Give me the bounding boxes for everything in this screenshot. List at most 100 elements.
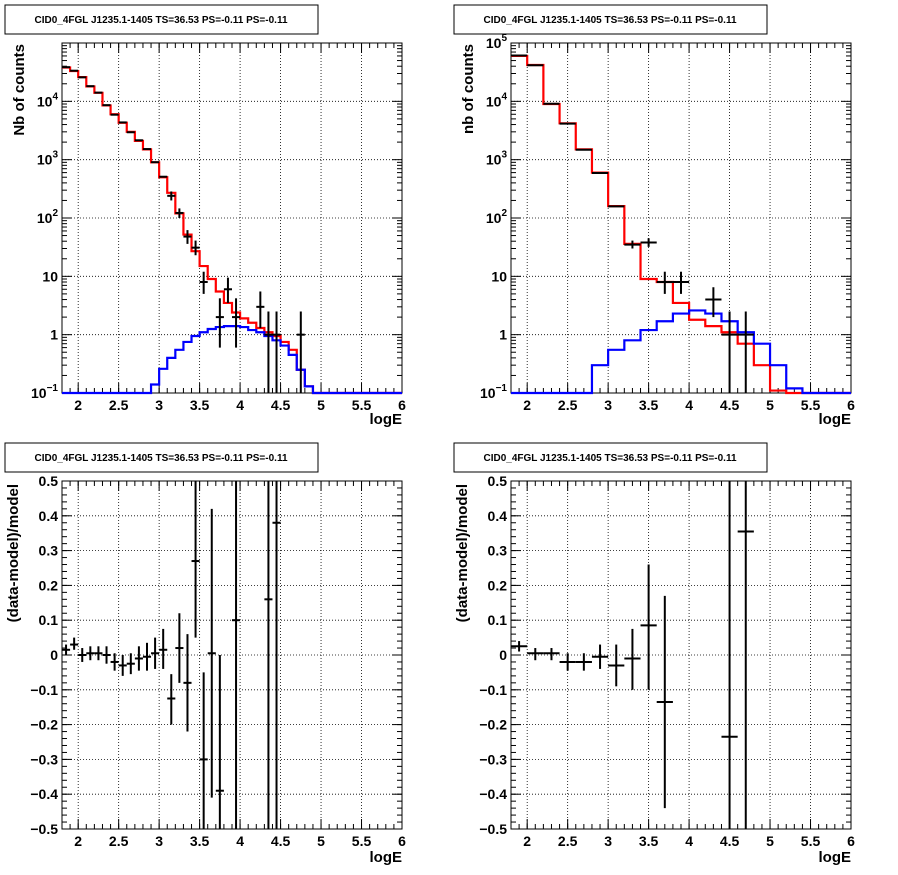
- y-tick-label: 10: [491, 268, 507, 284]
- x-tick-label: 4.5: [720, 397, 740, 413]
- x-tick-label: 2: [74, 397, 82, 413]
- x-tick-label: 2: [74, 833, 82, 849]
- data-point: [134, 646, 143, 671]
- x-tick-label: 3: [155, 833, 163, 849]
- y-tick-label: −0.3: [479, 751, 507, 767]
- data-point: [167, 674, 176, 725]
- y-tick-label: 1: [50, 327, 58, 343]
- data-point: [126, 653, 135, 675]
- x-tick-label: 2: [523, 397, 531, 413]
- data-point: [78, 648, 87, 662]
- y-tick-label: −0.4: [479, 786, 507, 802]
- x-tick-label: 6: [847, 833, 855, 849]
- title-box: [4, 4, 319, 35]
- x-tick-label: 5: [766, 833, 774, 849]
- data-point: [223, 277, 232, 303]
- title-box: [4, 442, 319, 473]
- x-tick-label: 5.5: [352, 397, 372, 413]
- x-tick-label: 3.5: [639, 397, 659, 413]
- data-point: [575, 653, 592, 671]
- y-axis-label: Nb of counts: [11, 44, 28, 136]
- data-point: [94, 646, 103, 661]
- y-tick-label: 104: [486, 91, 508, 109]
- data-point: [624, 628, 641, 690]
- y-tick-label: 103: [37, 150, 59, 168]
- y-tick-label: 103: [486, 150, 508, 168]
- data-point: [737, 311, 754, 393]
- y-tick-label: −0.2: [30, 717, 58, 733]
- y-tick-label: 102: [37, 208, 59, 226]
- y-tick-label: 10−1: [31, 383, 58, 401]
- y-tick-label: 0.2: [39, 577, 59, 593]
- x-tick-label: 3.5: [639, 833, 659, 849]
- panel-title: CID0_4FGL J1235.1-1405 TS=36.53 PS=-0.11…: [483, 453, 736, 464]
- panel-bottom-right: CID0_4FGL J1235.1-1405 TS=36.53 PS=-0.11…: [453, 442, 855, 866]
- x-axis-label: logE: [819, 849, 852, 866]
- y-tick-label: 0.5: [488, 473, 508, 489]
- data-point: [86, 646, 95, 661]
- data-point: [215, 655, 224, 829]
- x-tick-label: 3.5: [190, 833, 210, 849]
- x-tick-label: 2.5: [558, 833, 578, 849]
- x-tick-label: 3: [155, 397, 163, 413]
- y-tick-label: 0.3: [488, 543, 508, 559]
- y-tick-label: 102: [486, 208, 508, 226]
- x-tick-label: 6: [847, 397, 855, 413]
- data-point: [721, 311, 738, 393]
- y-tick-label: 0.5: [39, 473, 59, 489]
- x-tick-label: 3: [604, 397, 612, 413]
- x-tick-label: 5: [317, 397, 325, 413]
- data-point: [296, 311, 305, 393]
- y-tick-label: 0.3: [39, 543, 59, 559]
- data-point: [656, 271, 673, 294]
- x-tick-label: 2: [523, 833, 531, 849]
- x-tick-label: 4.5: [271, 833, 291, 849]
- x-tick-label: 5.5: [801, 833, 821, 849]
- data-point: [559, 653, 576, 671]
- y-tick-label: 0.1: [39, 612, 59, 628]
- data-point: [591, 644, 609, 669]
- y-tick-label: 0.2: [488, 577, 508, 593]
- x-tick-label: 5: [317, 833, 325, 849]
- plot-area: 2 2.5 3 3.5 4 4.5 5 5.5 6 −0.5 −0.4 −0.3 −0.2 −0.1 0 0.…: [30, 473, 406, 849]
- x-tick-label: 4.5: [720, 833, 740, 849]
- data-point: [70, 637, 79, 650]
- data-point: [215, 298, 224, 348]
- title-box: [453, 442, 768, 473]
- x-tick-label: 4.5: [271, 397, 291, 413]
- y-tick-label: 0.4: [488, 508, 508, 524]
- series-source-model-line: [511, 309, 851, 395]
- x-tick-label: 6: [398, 833, 406, 849]
- data-point: [62, 644, 71, 655]
- plot-area: 2 2.5 3 3.5 4 4.5 5 5.5 6 10−1 1 10 102 103 104: [31, 42, 406, 413]
- data-point: [151, 637, 160, 669]
- plot-area: 2 2.5 3 3.5 4 4.5 5 5.5 6 10−1 1 10 102 103 104 105: [480, 33, 855, 413]
- x-axis-label: logE: [370, 849, 403, 866]
- y-tick-label: 0: [50, 647, 58, 663]
- data-point: [102, 646, 111, 664]
- data-point: [191, 240, 200, 256]
- x-tick-label: 4: [685, 397, 693, 413]
- data-point: [191, 481, 200, 638]
- data-point: [256, 291, 265, 329]
- data-point: [118, 655, 127, 676]
- y-tick-label: 1: [499, 327, 507, 343]
- x-tick-label: 4: [685, 833, 693, 849]
- y-tick-label: −0.3: [30, 751, 58, 767]
- data-point: [264, 481, 273, 829]
- data-point: [272, 311, 281, 393]
- data-point: [737, 481, 754, 829]
- x-tick-label: 5.5: [352, 833, 372, 849]
- y-axis-label: (data-model)/model: [454, 484, 471, 622]
- data-point: [640, 564, 657, 690]
- x-tick-label: 4: [236, 833, 244, 849]
- x-tick-label: 2.5: [109, 833, 129, 849]
- data-point: [159, 628, 168, 669]
- y-tick-label: −0.1: [30, 682, 58, 698]
- y-tick-label: −0.4: [30, 786, 58, 802]
- y-tick-label: −0.5: [479, 821, 507, 837]
- data-point: [272, 481, 281, 829]
- x-axis-label: logE: [819, 411, 852, 428]
- x-tick-label: 3: [604, 833, 612, 849]
- y-tick-label: −0.5: [30, 821, 58, 837]
